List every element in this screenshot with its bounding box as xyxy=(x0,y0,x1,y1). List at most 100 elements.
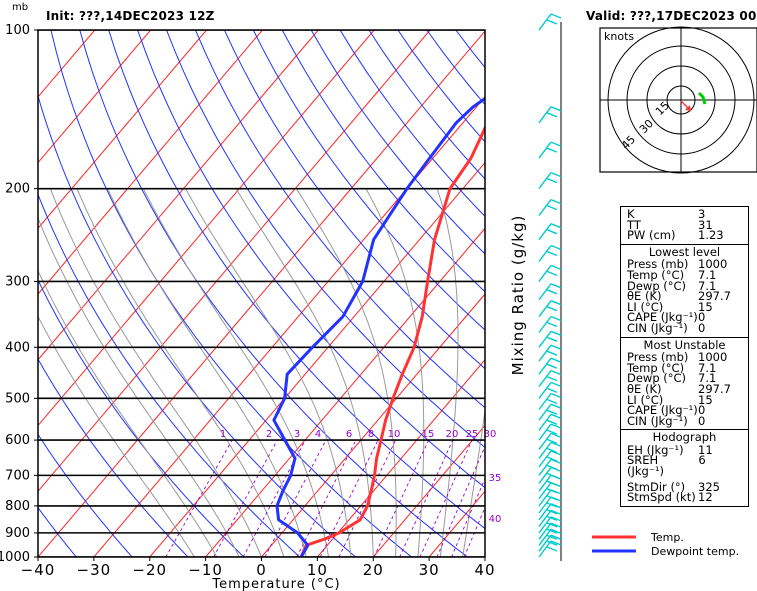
wind-barb xyxy=(538,509,562,527)
pressure-tick-label: 400 xyxy=(5,340,30,355)
pressure-tick-label: 600 xyxy=(5,433,30,448)
wind-barb xyxy=(538,503,562,521)
barb-staff xyxy=(538,403,552,421)
wind-barb xyxy=(538,344,562,362)
sounding-indices-table: K 3 TT 31 PW (cm) 1.23 Lowest level Press (… xyxy=(620,206,749,507)
barb-staff xyxy=(538,482,552,500)
temperature-tick-label: 40 xyxy=(474,561,495,579)
wind-barb xyxy=(538,264,562,282)
barb-flag xyxy=(550,540,562,546)
ll-temp-value: 7.1 xyxy=(698,267,717,282)
temperature-tick-label: −10 xyxy=(188,561,223,579)
ll-cin-label: CIN (Jkg⁻¹) xyxy=(627,320,688,335)
barb-flag xyxy=(546,419,558,425)
barb-flag xyxy=(550,244,562,251)
mu-press-value: 1000 xyxy=(698,350,728,365)
mu-li-label: LI (°C) xyxy=(627,392,664,407)
wind-barb xyxy=(538,534,562,552)
wind-barb xyxy=(538,171,562,190)
mixing-ratio-label: 25 xyxy=(466,429,479,440)
isotherm-line xyxy=(38,30,485,557)
wind-barb xyxy=(538,450,562,468)
barb-flag xyxy=(550,223,562,229)
dry-adiabat-line xyxy=(38,433,133,557)
barb-flag xyxy=(546,502,558,508)
mixing-ratio-label: 30 xyxy=(484,429,497,440)
wind-barb xyxy=(538,357,562,375)
barb-flag xyxy=(550,141,562,147)
mu-dewp-label: Dewp (°C) xyxy=(627,371,687,386)
dry-adiabat-line xyxy=(38,193,301,557)
barb-flag xyxy=(546,534,558,540)
barb-staff xyxy=(538,199,552,217)
mixing-ratio-line xyxy=(451,477,485,557)
barb-flag xyxy=(546,363,558,369)
indices-section: K 3 TT 31 PW (cm) 1.23 xyxy=(621,207,748,245)
barb-flag xyxy=(546,522,558,528)
pressure-tick-label: 700 xyxy=(5,468,30,483)
barb-flag xyxy=(550,450,562,456)
isotherm-line xyxy=(38,30,207,230)
mu-theta-value: 297.7 xyxy=(698,381,731,396)
isotherm-lines xyxy=(38,30,485,557)
wind-barb xyxy=(538,441,562,459)
barb-staff xyxy=(538,458,552,476)
mixing-ratio-label: 8 xyxy=(368,429,374,440)
barb-staff xyxy=(538,441,552,459)
barb-flag xyxy=(546,398,558,405)
mu-li-value: 15 xyxy=(698,392,713,407)
isotherm-line xyxy=(38,30,375,427)
ll-dewp-value: 7.1 xyxy=(698,278,717,293)
barb-flag xyxy=(550,482,562,488)
moist-adiabat-line xyxy=(462,407,485,557)
barb-flag xyxy=(550,423,562,429)
barb-staff xyxy=(538,106,552,124)
barb-flag xyxy=(546,112,558,118)
barb-flag xyxy=(546,509,558,515)
barb-staff xyxy=(538,357,552,375)
barb-staff xyxy=(538,223,552,241)
dry-adiabat-line xyxy=(195,30,485,409)
moist-adiabat-line xyxy=(49,188,262,557)
barb-flag xyxy=(550,369,562,376)
moist-adiabat-line xyxy=(38,216,240,557)
temperature-series xyxy=(299,124,485,557)
barb-flag xyxy=(550,381,562,388)
barb-staff xyxy=(538,516,552,534)
wind-barb xyxy=(538,392,562,410)
ll-theta-label: θE (K) xyxy=(627,289,662,304)
mu-cape-value: 0 xyxy=(698,403,706,418)
most-unstable-title: Most Unstable xyxy=(643,337,726,352)
mu-cin-value: 0 xyxy=(698,413,706,428)
barb-flag xyxy=(546,540,558,546)
isotherm-line xyxy=(149,161,485,557)
barb-flag xyxy=(546,528,558,534)
legend-dew-label: Dewpoint temp. xyxy=(651,545,740,558)
barb-flag xyxy=(546,229,558,235)
dry-adiabat-line xyxy=(38,358,189,557)
barb-flag xyxy=(546,447,558,454)
pressure-tick-label: 800 xyxy=(5,499,30,514)
barb-flag xyxy=(546,306,558,312)
isotherm-line xyxy=(38,30,431,493)
barb-staff xyxy=(538,141,552,159)
stmspd-value: 12 xyxy=(698,490,713,505)
pressure-unit-label: mb xyxy=(12,2,28,13)
pressure-tick-label: 100 xyxy=(5,23,30,38)
barb-flag xyxy=(550,509,562,516)
isotherm-line xyxy=(316,359,485,557)
barb-flag xyxy=(550,432,562,439)
mixing-ratio-label: 4 xyxy=(315,429,321,440)
barb-staff xyxy=(538,172,552,190)
barb-flag xyxy=(550,528,562,534)
mixing-ratio-line xyxy=(296,439,357,557)
ll-li-value: 15 xyxy=(698,299,713,314)
barb-staff xyxy=(538,496,552,514)
k-label: K xyxy=(627,207,635,221)
sounding-series xyxy=(272,96,485,557)
barb-flag xyxy=(546,289,558,295)
barb-flag xyxy=(546,375,558,382)
barb-flag xyxy=(546,270,558,277)
lowest-level-title: Lowest level xyxy=(648,244,721,259)
barb-flag xyxy=(546,250,558,257)
